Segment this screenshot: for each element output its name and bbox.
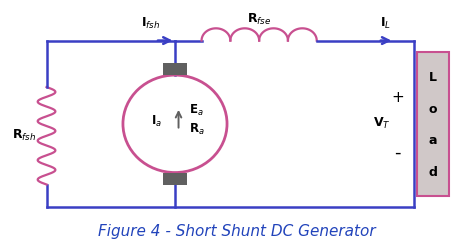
FancyBboxPatch shape <box>417 52 449 196</box>
Text: $\mathbf{I}_L$: $\mathbf{I}_L$ <box>380 16 392 31</box>
Text: +: + <box>391 90 404 105</box>
Text: $\mathbf{E}_a$: $\mathbf{E}_a$ <box>189 103 204 118</box>
Text: $\mathbf{V}_T$: $\mathbf{V}_T$ <box>374 116 391 131</box>
Text: o: o <box>428 103 437 116</box>
Text: $\mathbf{I}_a$: $\mathbf{I}_a$ <box>151 114 162 129</box>
Text: Figure 4 - Short Shunt DC Generator: Figure 4 - Short Shunt DC Generator <box>98 223 376 239</box>
Text: d: d <box>428 166 437 179</box>
Text: $\mathbf{R}_{fsh}$: $\mathbf{R}_{fsh}$ <box>12 128 36 143</box>
Text: -: - <box>394 144 401 162</box>
Text: a: a <box>428 134 437 147</box>
Text: $\mathbf{R}_a$: $\mathbf{R}_a$ <box>189 122 205 137</box>
Text: $\mathbf{I}_{fsh}$: $\mathbf{I}_{fsh}$ <box>141 16 160 31</box>
Bar <box>163 63 187 75</box>
Text: L: L <box>429 71 437 84</box>
Text: $\mathbf{R}_{fse}$: $\mathbf{R}_{fse}$ <box>247 12 271 27</box>
Bar <box>163 172 187 185</box>
